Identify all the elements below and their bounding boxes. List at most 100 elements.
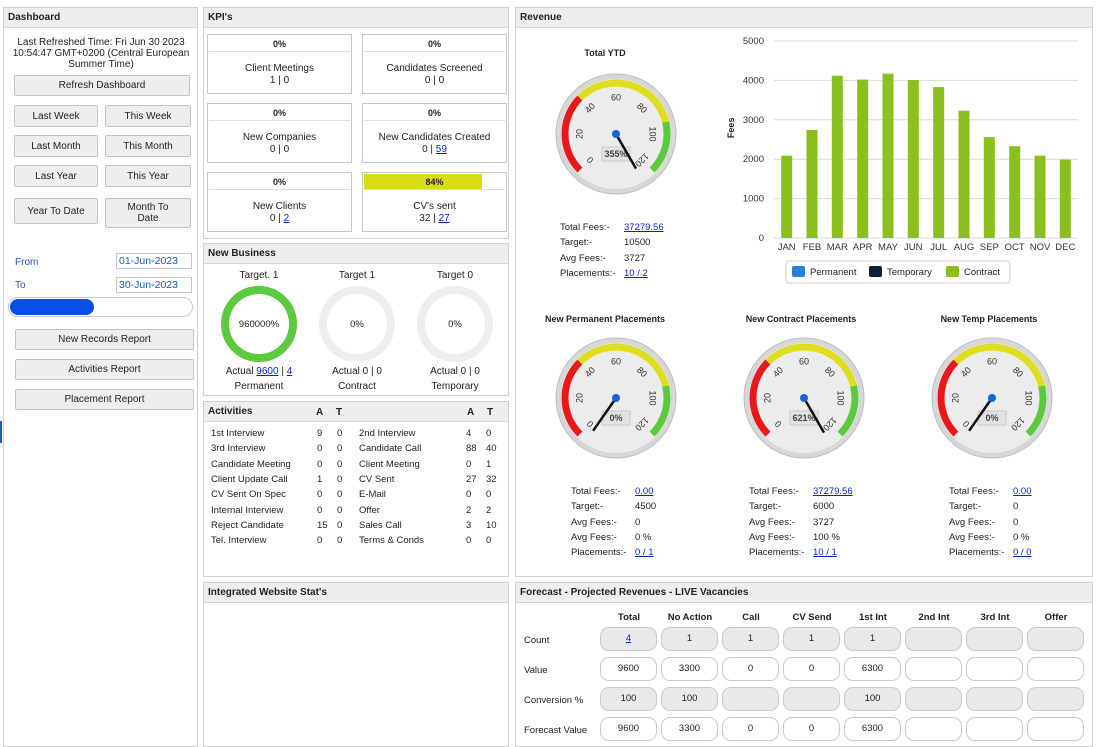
activity-name: Offer [359, 504, 380, 516]
gauge-stat-label: Total Fees:- [560, 222, 610, 233]
gauge-red-band [749, 359, 771, 437]
activity-name: Candidate Call [359, 443, 422, 455]
activity-count-t: 2 [486, 504, 492, 516]
kpi-percent: 0% [272, 177, 286, 187]
kpi-value-2: 0 [438, 75, 445, 86]
forecast-cell: 1 [722, 627, 779, 651]
activity-count-a: 1 [317, 473, 323, 485]
from-label: From [15, 257, 39, 268]
kpi-value-2[interactable]: 27 [438, 213, 450, 224]
forecast-title: Forecast - Projected Revenues - LIVE Vac… [516, 583, 1092, 603]
forecast-cell: 100 [600, 687, 657, 711]
kpi-percent: 0% [427, 39, 441, 49]
chart-legend-swatch [792, 266, 805, 277]
gauge-yellow-band [577, 79, 669, 123]
gauge-stat-value[interactable]: 37279.56 [813, 486, 853, 497]
activities-report-button[interactable]: Activities Report [15, 359, 194, 380]
chart-x-tick-label: MAY [878, 242, 899, 253]
activity-count-t: 32 [486, 473, 497, 485]
gauge-tick-label: 20 [950, 393, 960, 403]
gauge-stat-value[interactable]: 10 / 2 [624, 267, 648, 279]
activity-name: Sales Call [359, 519, 402, 531]
nb-actual-prefix: Actual [225, 366, 257, 377]
kpi-card: 0% New Companies 0 | 0 [207, 103, 352, 163]
activity-name: Client Meeting [359, 458, 420, 470]
activity-count-a: 3 [466, 519, 472, 531]
chart-bar-contract [1059, 159, 1071, 238]
forecast-cell-value[interactable]: 4 [625, 633, 632, 644]
from-date-input[interactable]: 01-Jun-2023 [116, 253, 192, 269]
activity-name: 2nd Interview [359, 428, 416, 439]
activity-name: CV Sent [359, 473, 395, 485]
kpi-label: New Clients [252, 201, 307, 212]
kpi-card: 0% New Clients 0 | 2 [207, 172, 352, 232]
activity-name: Client Update Call [211, 473, 288, 485]
activities-col-t2: T [487, 407, 494, 418]
forecast-header: 3rd Int [980, 612, 1010, 623]
chart-x-tick-label: DEC [1055, 242, 1075, 253]
gauge-tick-label: 0 [961, 419, 972, 430]
gauge-stat-value: 0 [1013, 501, 1019, 513]
nb-center-value: 0% [350, 319, 364, 330]
new-business-title: New Business [204, 244, 508, 264]
this-week-button[interactable]: This Week [105, 105, 191, 127]
refresh-dashboard-button[interactable]: Refresh Dashboard [14, 75, 190, 96]
last-month-button[interactable]: Last Month [14, 135, 98, 157]
nb-actual-1[interactable]: 9600 [256, 366, 279, 377]
kpi-percent: 0% [427, 108, 441, 118]
forecast-cell: 0 [722, 657, 779, 681]
chart-legend-swatch [869, 266, 882, 277]
kpi-value-2[interactable]: 2 [283, 213, 290, 224]
last-year-button[interactable]: Last Year [14, 165, 98, 187]
activity-count-a: 0 [466, 535, 472, 547]
chart-legend: Permanent Temporary Contract [785, 260, 1011, 284]
revenue-panel: Revenue Total YTD 0 20 40 60 80 100 120 355% Tota… [515, 7, 1093, 577]
gauge-tick-label: 0 [773, 419, 784, 430]
gauge-tick-label: 60 [799, 356, 809, 366]
gauge-hub [800, 394, 808, 402]
chart-x-tick-label: SEP [980, 242, 999, 253]
chart-legend-label: Temporary [887, 267, 932, 278]
gauge-stat-value[interactable]: 0.00 [1013, 486, 1032, 497]
gauge-title: New Contract Placements [745, 314, 857, 324]
forecast-cell [1027, 717, 1084, 741]
activity-count-t: 0 [337, 458, 343, 470]
month-to-date-button[interactable]: Month To Date [105, 198, 191, 228]
forecast-cell [966, 717, 1023, 741]
gauge-hub [612, 130, 620, 138]
year-to-date-button[interactable]: Year To Date [14, 198, 98, 224]
gauge-stat-value[interactable]: 0 / 1 [635, 547, 654, 559]
this-month-button[interactable]: This Month [105, 135, 191, 157]
this-year-button[interactable]: This Year [105, 165, 191, 187]
forecast-header: Offer [1044, 612, 1068, 623]
nb-actual-2[interactable]: 4 [286, 366, 293, 377]
forecast-header: No Action [667, 612, 713, 623]
gauge-needle [614, 133, 638, 170]
chart-bar-contract [983, 137, 995, 238]
gauge-stat-value[interactable]: 0 / 0 [1013, 547, 1032, 559]
forecast-cell [1027, 657, 1084, 681]
activity-count-a: 0 [317, 443, 323, 455]
forecast-header: CV Send [792, 612, 832, 623]
kpi-progress-bar: 0% [364, 105, 505, 121]
kpi-value-2[interactable]: 59 [435, 144, 447, 155]
gauge-stat-value: 6000 [813, 501, 835, 513]
gauge-stat-value[interactable]: 10 / 1 [813, 547, 837, 559]
gauge-stat-value[interactable]: 0.00 [635, 486, 654, 497]
gauge-stat-value: 10500 [624, 237, 651, 249]
to-date-input[interactable]: 30-Jun-2023 [116, 277, 192, 293]
gauge-title: New Temp Placements [940, 314, 1038, 324]
activity-count-a: 27 [466, 473, 477, 485]
kpi-panel: KPI's 0% Client Meetings 1 | 0 0% Candidates… [203, 7, 509, 239]
chart-x-tick-label: JUN [904, 242, 923, 253]
kpi-separator: | [275, 213, 284, 224]
gauge-yellow-band [765, 343, 857, 387]
forecast-cell [783, 687, 840, 711]
placement-report-button[interactable]: Placement Report [15, 389, 194, 410]
kpi-values: 0 | 2 [208, 213, 351, 224]
forecast-cell [905, 687, 962, 711]
nb-actual: Actual 9600 | 4 [214, 366, 304, 377]
last-week-button[interactable]: Last Week [14, 105, 98, 127]
new-records-report-button[interactable]: New Records Report [15, 329, 194, 350]
gauge-stat-value[interactable]: 37279.56 [624, 222, 664, 233]
